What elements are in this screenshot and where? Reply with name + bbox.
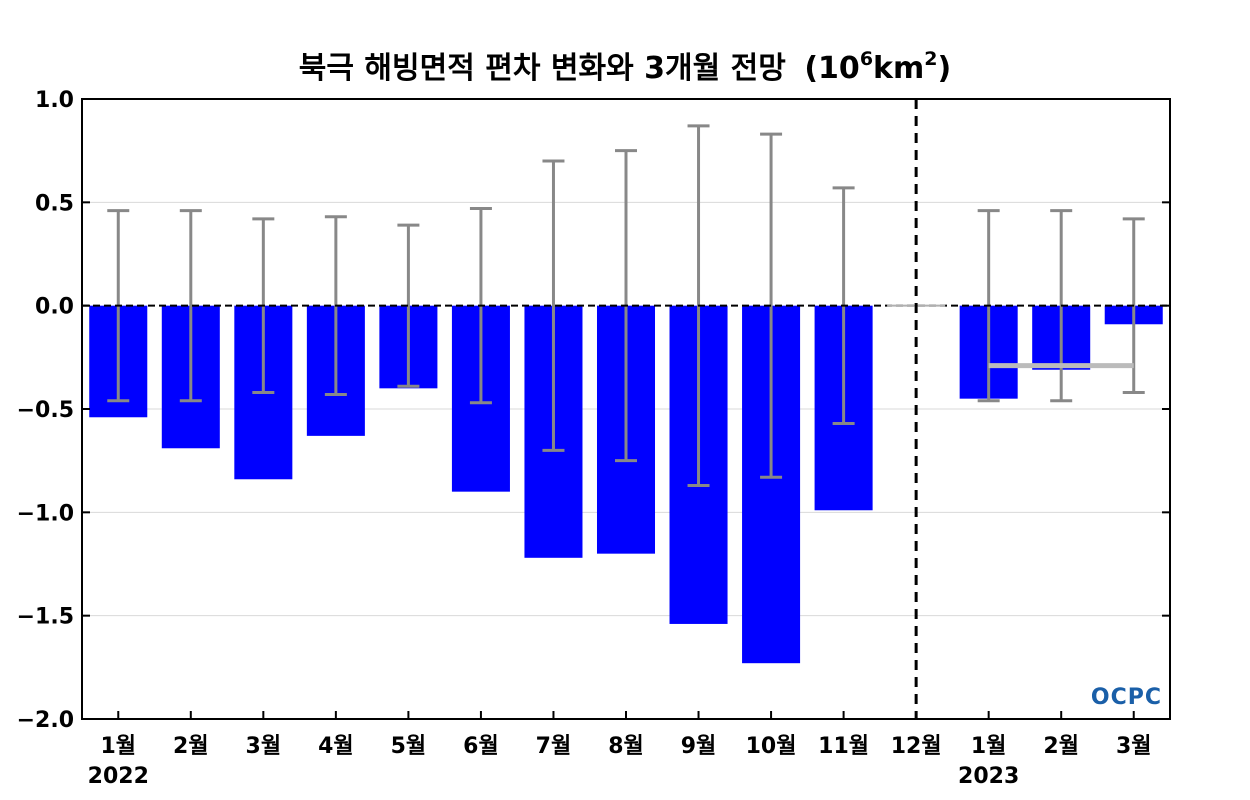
x-tick-label: 1월 — [100, 734, 136, 759]
chart-title-unit-exp1: 6 — [860, 48, 873, 70]
y-tick-label: 0.5 — [35, 191, 74, 216]
x-tick-label: 1월 — [971, 734, 1007, 759]
chart-title-unit-mid: km — [873, 51, 924, 86]
year-label: 2022 — [88, 764, 149, 789]
x-tick-label: 5월 — [391, 734, 427, 759]
x-tick-label: 8월 — [608, 734, 644, 759]
tick-labels: 1.0 0.5 0.0 −0.5 −1.0 −1.5 −2.0 1월 2월 3월 4월 5월 6월 7월 8… — [17, 88, 1152, 789]
year-label: 2023 — [958, 764, 1019, 789]
x-tick-label: 2월 — [1043, 734, 1079, 759]
y-tick-label: 0.0 — [35, 295, 74, 320]
y-tick-label: −2.0 — [17, 708, 74, 733]
x-tick-label: 12월 — [891, 734, 942, 759]
x-tick-label: 7월 — [536, 734, 572, 759]
x-tick-label: 10월 — [746, 734, 797, 759]
x-tick-label: 4월 — [318, 734, 354, 759]
x-tick-label: 6월 — [463, 734, 499, 759]
chart-overlays — [82, 99, 1170, 719]
chart-title-unit-exp2: 2 — [924, 48, 937, 70]
y-tick-label: −0.5 — [17, 398, 74, 423]
x-tick-label: 11월 — [818, 734, 869, 759]
x-tick-label: 3월 — [246, 734, 282, 759]
chart-title-unit-base: (10 — [804, 51, 859, 86]
y-tick-label: −1.5 — [17, 605, 74, 630]
x-tick-label: 3월 — [1116, 734, 1152, 759]
chart-axes — [81, 98, 1171, 720]
chart-title: 북극 해빙면적 편차 변화와 3개월 전망 (106km2) — [299, 48, 951, 86]
chart-title-text: 북극 해빙면적 편차 변화와 3개월 전망 — [299, 51, 786, 86]
x-tick-label: 2월 — [173, 734, 209, 759]
y-tick-label: −1.0 — [17, 501, 74, 526]
ocpc-logo: OCPC — [1091, 685, 1162, 710]
y-tick-label: 1.0 — [35, 88, 74, 113]
x-tick-label: 9월 — [681, 734, 717, 759]
chart-title-unit-end: ) — [938, 51, 952, 86]
